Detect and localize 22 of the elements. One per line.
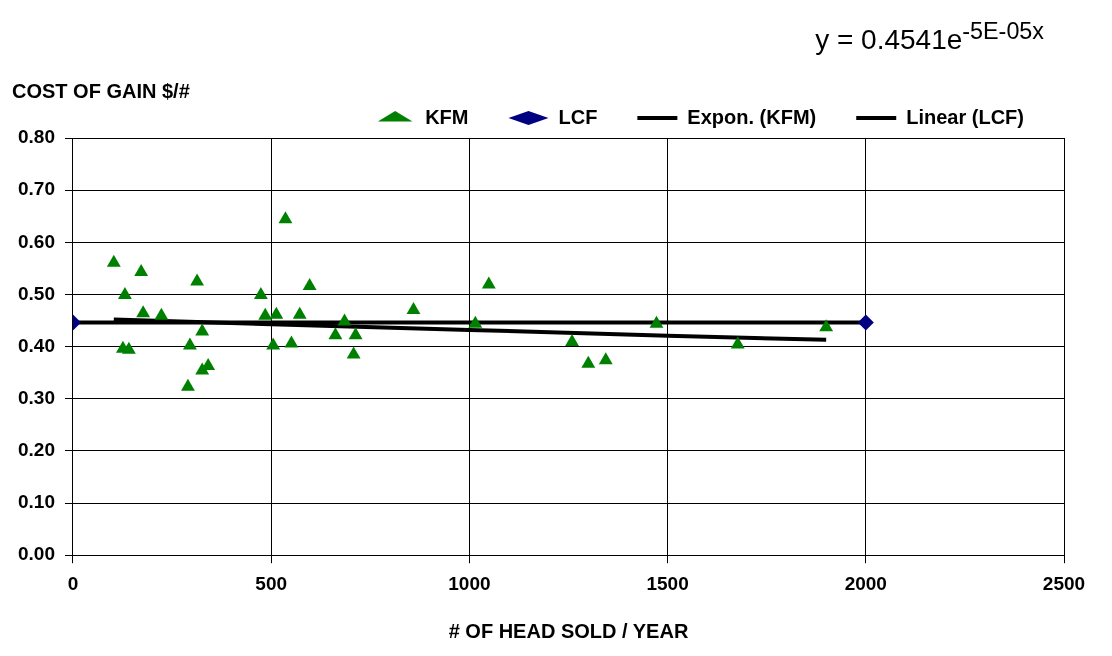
y-tick-label: 0.80 <box>18 126 55 148</box>
x-tick-label: 1000 <box>448 572 491 594</box>
text: y = 0.4541e$^{-5E-05x}$ <box>815 18 1044 57</box>
y-tick-label: 0.40 <box>18 334 55 356</box>
y-tick-label: 0.20 <box>18 439 55 461</box>
y-tick-label: 0.10 <box>18 491 55 513</box>
y-axis-title: COST OF GAIN $/# <box>12 80 190 103</box>
x-tick-label: 0 <box>67 572 79 594</box>
x-tick-label: 2000 <box>844 572 887 594</box>
x-tick-label: 2500 <box>1042 572 1086 594</box>
x-axis-title: # OF HEAD SOLD / YEAR <box>448 619 689 642</box>
y-tick-label: 0.60 <box>18 230 55 252</box>
x-tick-label: 500 <box>255 572 288 594</box>
legend-label: Expon. (KFM) <box>687 105 817 128</box>
y-tick-label: 0.70 <box>18 178 55 200</box>
y-tick-label: 0.30 <box>18 386 55 408</box>
legend-label: LCF <box>558 105 598 128</box>
legend-label: Linear (LCF) <box>906 105 1025 128</box>
x-tick-label: 1500 <box>646 572 689 594</box>
y-tick-label: 0.50 <box>18 282 55 304</box>
legend-label: KFM <box>425 105 469 128</box>
y-tick-label: 0.00 <box>18 543 55 565</box>
